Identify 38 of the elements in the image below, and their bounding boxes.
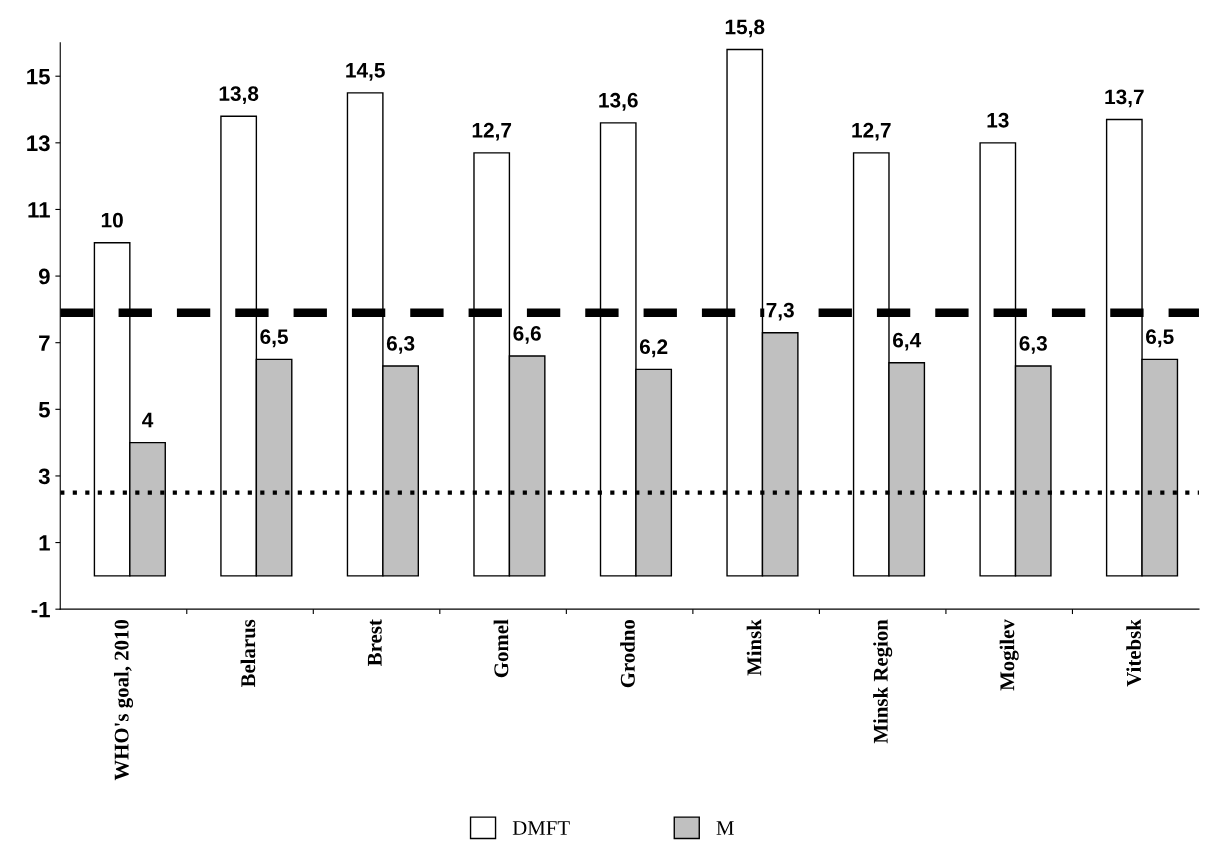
data-label: 10 (101, 212, 123, 228)
data-label: 6,6 (513, 326, 541, 344)
x-tick-label: WHO's goal, 2010 (113, 619, 134, 781)
y-tick-label: 3 (38, 468, 50, 485)
x-tick-label: Minsk Region (873, 619, 893, 744)
x-tick-label: Belarus (240, 619, 256, 688)
y-tick-label: 13 (27, 135, 50, 152)
y-tick-label: 1 (39, 535, 50, 551)
data-label: 12,7 (472, 122, 512, 141)
x-tick-label: Minsk (746, 619, 762, 676)
x-tick-label: Gomel (493, 619, 509, 678)
y-tick-label: -1 (31, 601, 50, 618)
data-label: 13,8 (219, 86, 259, 104)
data-label: 13,7 (1105, 89, 1144, 108)
x-tick-label: Vitebsk (1126, 619, 1142, 687)
data-label: 15,8 (725, 19, 765, 38)
data-label: 6,3 (386, 336, 415, 354)
data-label: 13 (987, 112, 1009, 128)
data-label: 13,6 (599, 92, 638, 111)
x-tick-label: Grodno (620, 619, 635, 688)
data-label: 6,5 (260, 329, 288, 348)
y-tick-label: 11 (28, 202, 50, 218)
data-label: 4 (142, 412, 154, 428)
data-label: 6,5 (1146, 329, 1174, 348)
data-label: 12,7 (852, 122, 891, 141)
data-label: 6,2 (639, 339, 668, 358)
x-tick-label: Brest (367, 619, 382, 666)
data-label: 14,5 (346, 63, 385, 81)
legend-label: M (716, 821, 734, 835)
legend-label: DMFT (512, 821, 570, 835)
y-tick-label: 9 (38, 268, 50, 285)
y-tick-label: 15 (27, 68, 50, 85)
data-label: 6,3 (1019, 336, 1047, 354)
y-tick-label: 5 (38, 402, 50, 418)
x-tick-label: Mogilev (999, 619, 1019, 691)
data-label: 7,3 (766, 302, 794, 321)
y-tick-label: 7 (39, 335, 50, 351)
data-label: 6,4 (892, 332, 922, 351)
